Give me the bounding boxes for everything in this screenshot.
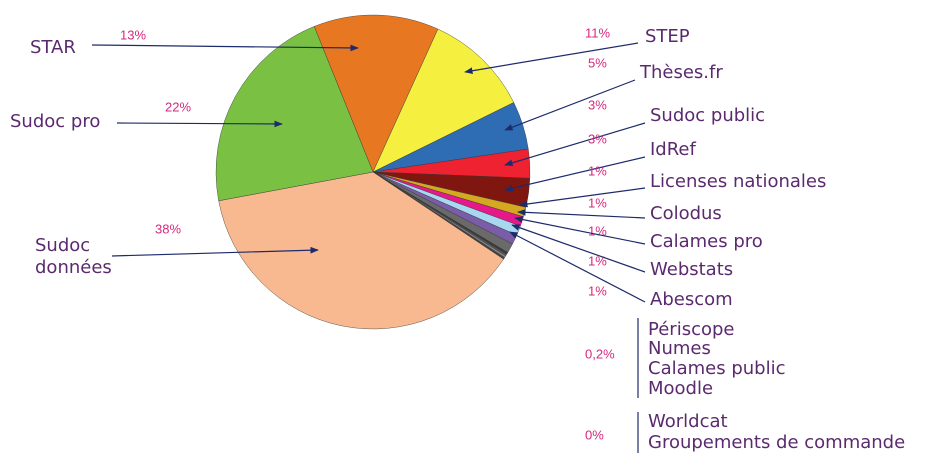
slice-label: Thèses.fr xyxy=(639,62,723,83)
slice-label: Calames public xyxy=(648,358,786,379)
value-label: 3% xyxy=(588,97,607,112)
leader-line xyxy=(464,42,639,75)
slice-label: Webstats xyxy=(650,259,733,280)
leader-line xyxy=(91,44,359,52)
value-label: 11% xyxy=(585,25,610,40)
slice-label: Moodle xyxy=(648,378,713,399)
value-label: 38% xyxy=(155,221,181,236)
value-label: 3% xyxy=(588,131,607,146)
value-label: 1% xyxy=(588,283,607,298)
pie-slice xyxy=(372,28,515,173)
slice-label: IdRef xyxy=(650,139,697,160)
value-label: 0% xyxy=(585,427,604,442)
pie-slice xyxy=(218,171,504,330)
value-label: 22% xyxy=(165,99,191,114)
leader-line xyxy=(517,209,646,219)
slice-label: Groupements de commande xyxy=(648,432,905,453)
value-label: 1% xyxy=(588,163,607,178)
leader-line xyxy=(111,246,319,257)
leader-line xyxy=(116,120,283,128)
slice-label: Abescom xyxy=(650,289,733,310)
value-label: 13% xyxy=(120,27,146,42)
slice-label: Sudoc pro xyxy=(10,111,100,132)
leader-line xyxy=(504,156,646,192)
slice-label: Colodus xyxy=(650,203,722,224)
value-label: 5% xyxy=(588,55,607,70)
value-label: 0,2% xyxy=(585,346,615,361)
slice-label: Licenses nationales xyxy=(650,171,826,192)
slice-label: STEP xyxy=(645,26,690,47)
leader-line xyxy=(511,224,646,273)
slice-label: Périscope xyxy=(648,319,734,340)
slice-label: Sudoc public xyxy=(650,105,765,126)
leader-line xyxy=(509,231,646,303)
leader-line xyxy=(519,187,646,208)
leader-line xyxy=(514,216,646,245)
slice-label: Numes xyxy=(648,338,711,359)
value-label: 1% xyxy=(588,223,607,238)
leader-line xyxy=(504,79,636,131)
slice-label: STAR xyxy=(30,37,76,58)
value-label: 1% xyxy=(588,195,607,210)
slice-label: Sudoc données xyxy=(35,235,112,278)
pie-slice xyxy=(313,14,439,173)
slice-label: Calames pro xyxy=(650,231,763,252)
slice-label: Worldcat xyxy=(648,411,728,432)
leader-line xyxy=(504,122,646,167)
pie-slice xyxy=(215,26,374,202)
